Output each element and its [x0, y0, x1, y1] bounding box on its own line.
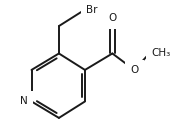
Text: CH₃: CH₃: [152, 48, 171, 59]
Text: Br: Br: [86, 5, 98, 15]
Text: N: N: [20, 96, 28, 106]
Text: O: O: [130, 65, 138, 75]
Text: O: O: [108, 13, 117, 23]
